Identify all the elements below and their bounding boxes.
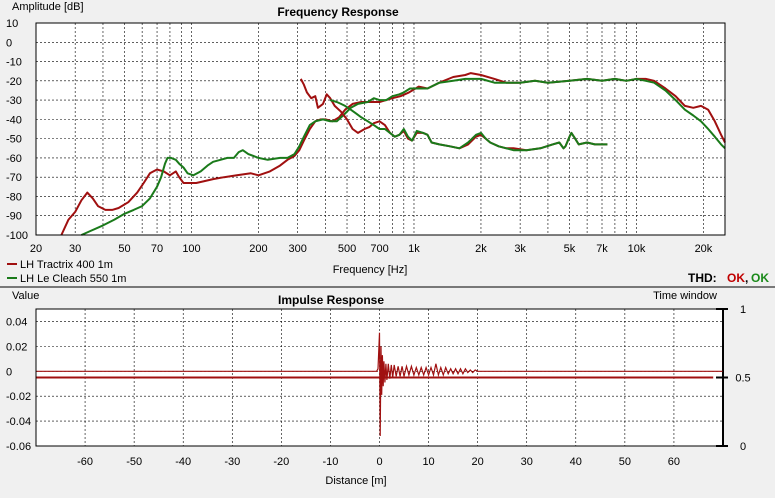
fr-distortion-line-4 bbox=[329, 99, 608, 152]
ir-chart-title: Impulse Response bbox=[278, 293, 384, 307]
ir-y-tick-label: -0.02 bbox=[6, 391, 31, 403]
ir-y-tick-label: -0.06 bbox=[6, 441, 31, 453]
fr-x-tick-label: 20k bbox=[695, 243, 713, 255]
ir-x-tick-label: 10 bbox=[422, 456, 434, 468]
ir-plot-border bbox=[35, 308, 724, 447]
ir-series-lines bbox=[36, 332, 723, 437]
window-tick-label: 1 bbox=[740, 304, 746, 316]
ir-x-tick-labels: -60 -50 -40 -30 -20 -10 0 10 20 30 40 50 60 bbox=[77, 456, 680, 468]
fr-y-tick-label: 0 bbox=[6, 37, 12, 49]
fr-response-line-2 bbox=[80, 77, 726, 236]
fr-legend: LH Tractrix 400 1m LH Le Cleach 550 1m bbox=[7, 259, 126, 285]
fr-y-tick-label: -80 bbox=[6, 191, 22, 203]
ir-x-tick-label: -50 bbox=[126, 456, 142, 468]
fr-x-tick-label: 20 bbox=[30, 243, 42, 255]
fr-chart-title: Frequency Response bbox=[277, 5, 399, 19]
ir-x-axis-label: Distance [m] bbox=[325, 475, 386, 487]
ir-x-tick-label: 60 bbox=[668, 456, 680, 468]
fr-x-tick-label: 5k bbox=[564, 243, 576, 255]
fr-x-tick-labels: 20 30 50 70 100 200 300 500 700 1k 2k 3k 5k 7k 10k 20k bbox=[30, 243, 713, 255]
ir-x-tick-label: 50 bbox=[619, 456, 631, 468]
fr-x-axis-label: Frequency [Hz] bbox=[333, 264, 408, 276]
legend-label-tractrix: LH Tractrix 400 1m bbox=[20, 259, 113, 271]
thd-status-2: OK bbox=[751, 271, 769, 285]
thd-separator: , bbox=[745, 271, 748, 285]
window-tick-label: 0 bbox=[740, 441, 746, 453]
fr-y-tick-label: -10 bbox=[6, 57, 22, 69]
ir-y-tick-label: 0.02 bbox=[6, 341, 27, 353]
ir-x-tick-label: -60 bbox=[77, 456, 93, 468]
ir-x-tick-label: -30 bbox=[224, 456, 240, 468]
ir-x-tick-label: 20 bbox=[472, 456, 484, 468]
fr-y-tick-label: -30 bbox=[6, 95, 22, 107]
fr-x-tick-label: 300 bbox=[288, 243, 306, 255]
fr-x-tick-label: 3k bbox=[514, 243, 526, 255]
ir-x-tick-label: 0 bbox=[376, 456, 382, 468]
fr-x-tick-label: 700 bbox=[370, 243, 388, 255]
fr-y-tick-label: -100 bbox=[6, 230, 28, 242]
frequency-response-panel: Amplitude [dB] Frequency Response 100-10… bbox=[6, 1, 769, 285]
fr-y-axis-label: Amplitude [dB] bbox=[12, 1, 84, 13]
fr-y-tick-label: -50 bbox=[6, 134, 22, 146]
ir-impulse-line-1 bbox=[36, 332, 723, 437]
ir-y-tick-label: -0.04 bbox=[6, 416, 31, 428]
fr-y-tick-label: -90 bbox=[6, 211, 22, 223]
fr-x-tick-label: 10k bbox=[628, 243, 646, 255]
legend-label-lecleach: LH Le Cleach 550 1m bbox=[20, 273, 126, 285]
fr-x-tick-label: 7k bbox=[596, 243, 608, 255]
impulse-response-panel: Value Impulse Response Time window 0.040… bbox=[6, 290, 751, 487]
fr-y-tick-label: -70 bbox=[6, 172, 22, 184]
ir-x-tick-label: -40 bbox=[175, 456, 191, 468]
fr-x-tick-label: 200 bbox=[249, 243, 267, 255]
fr-plot-border bbox=[35, 22, 726, 236]
ir-x-tick-label: -20 bbox=[273, 456, 289, 468]
fr-x-tick-label: 50 bbox=[118, 243, 130, 255]
fr-y-tick-label: -20 bbox=[6, 76, 22, 88]
thd-label: THD: bbox=[688, 271, 717, 285]
fr-y-tick-label: -60 bbox=[6, 153, 22, 165]
ir-x-tick-label: -10 bbox=[322, 456, 338, 468]
fr-x-tick-label: 500 bbox=[338, 243, 356, 255]
fr-x-tick-label: 100 bbox=[182, 243, 200, 255]
thd-status-1: OK bbox=[727, 271, 745, 285]
fr-x-tick-label: 70 bbox=[151, 243, 163, 255]
ir-y-tick-label: 0 bbox=[6, 366, 12, 378]
ir-y-axis-label: Value bbox=[12, 290, 39, 302]
fr-x-tick-label: 1k bbox=[408, 243, 420, 255]
fr-y-tick-label: -40 bbox=[6, 114, 22, 126]
ir-x-tick-label: 40 bbox=[570, 456, 582, 468]
fr-x-tick-label: 30 bbox=[69, 243, 81, 255]
ir-x-tick-label: 30 bbox=[521, 456, 533, 468]
ir-window-axis-label: Time window bbox=[653, 290, 717, 302]
window-tick-label: 0.5 bbox=[735, 373, 750, 385]
thd-status: THD: OK , OK bbox=[688, 271, 769, 285]
fr-x-tick-label: 2k bbox=[475, 243, 487, 255]
fr-y-tick-label: 10 bbox=[6, 18, 18, 30]
ir-y-tick-label: 0.04 bbox=[6, 316, 27, 328]
fr-series-lines bbox=[60, 72, 726, 236]
fr-y-tick-labels: 10 0 -10 -20 -30 -40 -50 -60 -70 -80 -90 -100 bbox=[6, 18, 28, 242]
ir-y-tick-labels: 0.04 0.02 0 -0.02 -0.04 -0.06 bbox=[6, 316, 31, 453]
